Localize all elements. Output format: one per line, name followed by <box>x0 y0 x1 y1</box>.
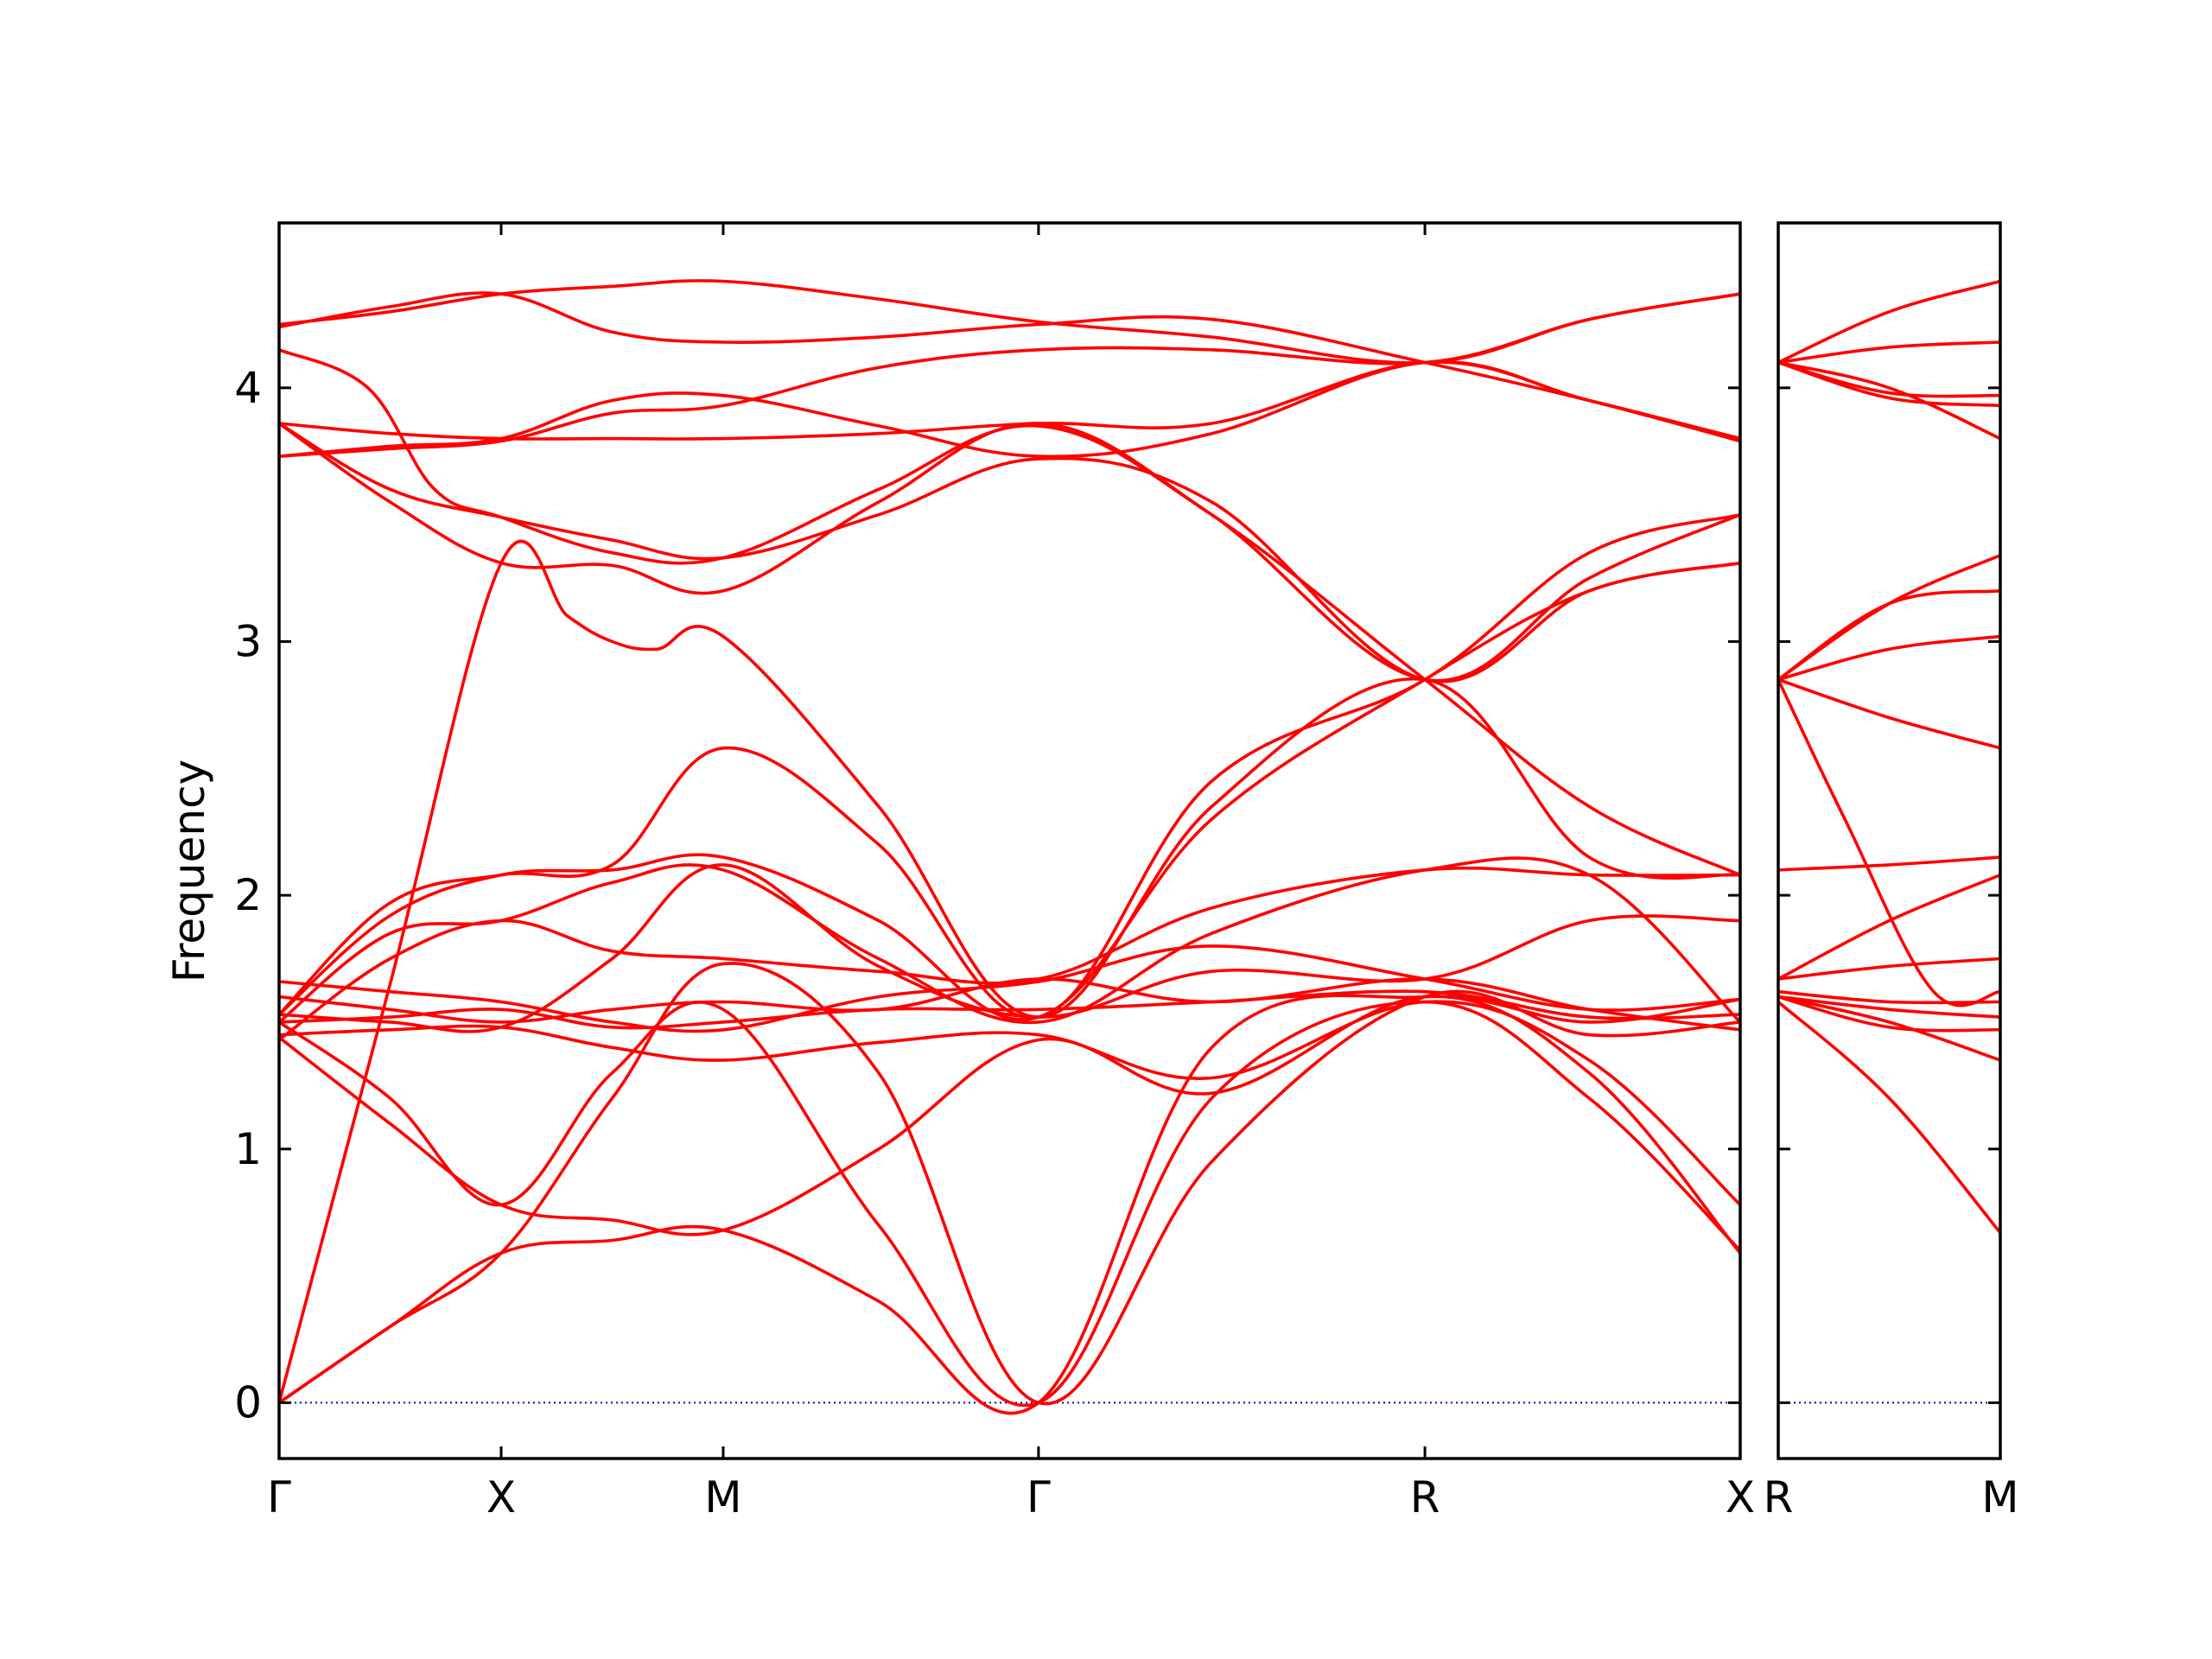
panel-main: 0 1 2 3 4 Γ X M Γ R X <box>234 221 1755 1522</box>
y-tick-label: 3 <box>234 616 262 666</box>
band-17 <box>1778 995 2000 1062</box>
y-tick-label: 1 <box>234 1124 262 1174</box>
band-4 <box>1778 360 2000 408</box>
band-2 <box>1778 340 2000 365</box>
band-13 <box>1778 873 2000 981</box>
y-tick-label: 4 <box>234 363 262 413</box>
band-5 <box>1778 360 2000 441</box>
band-19 <box>279 995 1740 1255</box>
band-lines <box>279 279 1740 1415</box>
band-12 <box>1778 957 2000 981</box>
x-tick-label: X <box>1726 1472 1755 1522</box>
axes-frame <box>277 221 1742 1460</box>
band-16 <box>1778 995 2000 1033</box>
band-6 <box>279 292 1740 458</box>
band-6 <box>1778 553 2000 682</box>
band-16 <box>279 977 1740 1032</box>
band-15 <box>1778 995 2000 1019</box>
band-7 <box>279 422 1740 683</box>
band-3 <box>279 348 1740 877</box>
band-18 <box>1778 1000 2000 1235</box>
band-10 <box>279 512 1740 1020</box>
band-9 <box>279 539 1740 1405</box>
band-8 <box>1778 634 2000 682</box>
band-17 <box>279 989 1740 1030</box>
axes-frame <box>1777 221 2002 1460</box>
y-tick-label: 2 <box>234 870 262 920</box>
band-8 <box>279 422 1740 683</box>
band-5 <box>279 359 1740 459</box>
band-22 <box>279 1000 1740 1407</box>
band-9 <box>1778 677 2000 750</box>
x-tick-label: Γ <box>267 1472 291 1522</box>
band-10 <box>1778 677 2000 1007</box>
x-tick-label: M <box>1981 1472 2018 1522</box>
y-axis-label: Frequency <box>164 760 214 982</box>
x-tick-label: Γ <box>1027 1472 1051 1522</box>
band-15 <box>279 944 1740 1033</box>
band-2 <box>279 291 1740 441</box>
x-tick-label: X <box>486 1472 516 1522</box>
band-11 <box>1778 855 2000 872</box>
band-7 <box>1778 589 2000 682</box>
band-lines <box>1778 279 2000 1235</box>
x-tick-label: M <box>704 1472 741 1522</box>
y-tick-label: 0 <box>234 1377 262 1427</box>
band-18 <box>279 1000 1740 1207</box>
band-1 <box>1778 279 2000 365</box>
band-11 <box>279 561 1740 1021</box>
x-tick-label: R <box>1410 1472 1440 1522</box>
band-14 <box>1778 989 2000 1005</box>
band-4 <box>279 360 1740 443</box>
x-tick-label: R <box>1764 1472 1794 1522</box>
band-21 <box>279 994 1740 1415</box>
